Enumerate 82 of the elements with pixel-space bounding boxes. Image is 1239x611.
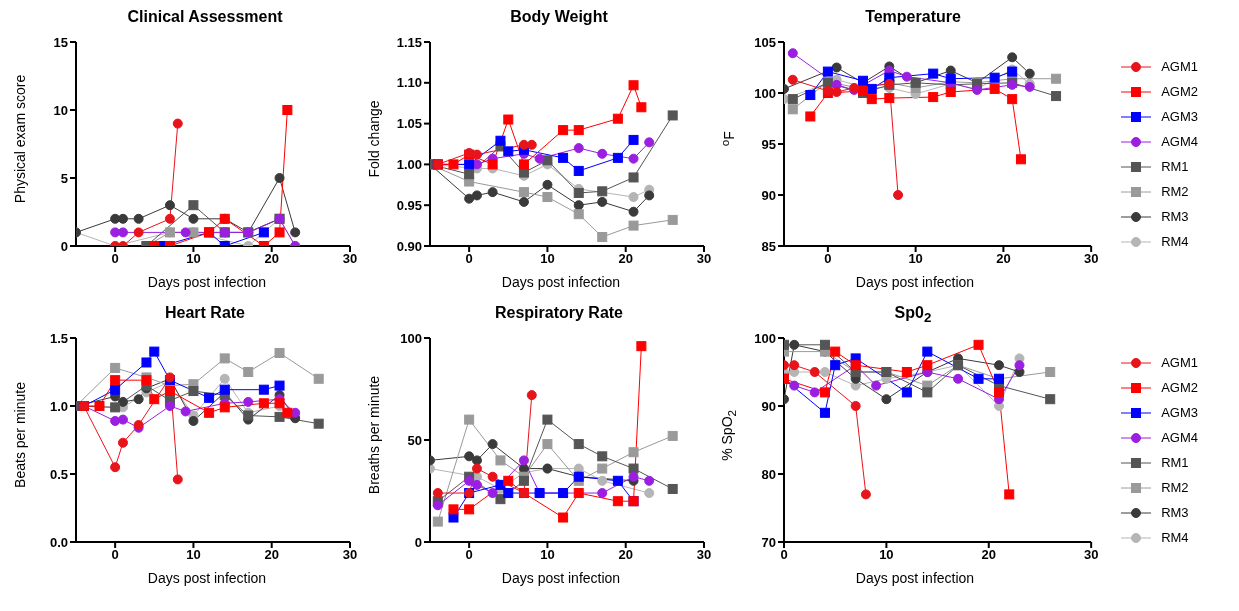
x-tick-label: 0 (465, 547, 473, 563)
x-axis-title: Days post infection (854, 274, 976, 290)
x-tick-label: 20 (264, 251, 279, 267)
y-tick-label: 85 (761, 238, 776, 254)
legend-label: RM1 (1161, 455, 1189, 470)
y-tick-label: 90 (761, 398, 776, 414)
chart-title: Temperature (864, 8, 962, 27)
y-tick-label: 1.0 (49, 398, 68, 414)
x-tick-label: 30 (696, 547, 712, 563)
x-tick-label: 20 (618, 547, 633, 563)
y-tick-label: 0.90 (396, 238, 422, 254)
y-tick-label: 1.05 (396, 116, 422, 132)
y-axis-title: Fold change (366, 100, 382, 178)
y-tick-label: 100 (754, 330, 776, 346)
legend-label: RM2 (1161, 184, 1189, 199)
y-tick-label: 90 (761, 187, 776, 203)
y-tick-label: 95 (761, 136, 776, 152)
x-axis-title: Days post infection (500, 274, 622, 290)
y-tick-label: 0 (60, 238, 68, 254)
chart-title: Body Weight (509, 8, 609, 27)
chart-title: Respiratory Rate (493, 304, 624, 323)
x-tick-label: 20 (981, 547, 997, 563)
x-tick-label: 10 (908, 251, 923, 267)
y-tick-label: 5 (60, 170, 68, 186)
x-tick-label: 0 (824, 251, 832, 267)
x-tick-label: 10 (186, 547, 201, 563)
x-tick-label: 30 (696, 251, 712, 267)
y-tick-label: 10 (53, 102, 68, 118)
y-tick-label: 0.95 (396, 197, 422, 213)
legend-label: AGM3 (1161, 109, 1198, 124)
legend-label: AGM2 (1161, 380, 1198, 395)
legend-label: AGM4 (1161, 430, 1198, 445)
x-axis-title: Days post infection (146, 570, 268, 586)
x-tick-label: 0 (780, 547, 788, 563)
x-tick-label: 30 (1083, 547, 1099, 563)
x-tick-label: 10 (186, 251, 201, 267)
legend-label: AGM3 (1161, 405, 1198, 420)
legend-label: RM1 (1161, 159, 1189, 174)
legend-label: AGM2 (1161, 84, 1198, 99)
x-tick-label: 0 (111, 251, 119, 267)
y-tick-label: 0 (414, 534, 422, 550)
x-tick-label: 30 (342, 251, 358, 267)
y-axis-title: Beats per minute (12, 382, 28, 488)
y-tick-label: 100 (400, 330, 422, 346)
y-tick-label: 15 (53, 34, 68, 50)
legend-label: RM4 (1161, 530, 1189, 545)
x-tick-label: 20 (618, 251, 633, 267)
y-tick-label: 0.0 (49, 534, 68, 550)
y-tick-label: 100 (754, 85, 776, 101)
legend-label: AGM1 (1161, 355, 1198, 370)
x-tick-label: 0 (111, 547, 119, 563)
y-tick-label: 0.5 (49, 466, 68, 482)
y-tick-label: 70 (761, 534, 776, 550)
chart-title: Sp0$_{2}$ (893, 304, 933, 328)
x-tick-label: 10 (540, 547, 555, 563)
chart-title: Heart Rate (164, 304, 246, 323)
x-tick-label: 10 (879, 547, 894, 563)
legend-label: RM3 (1161, 505, 1189, 520)
x-tick-label: 10 (540, 251, 555, 267)
x-axis-title: Days post infection (854, 570, 976, 586)
y-axis-title: Physical exam score (12, 74, 29, 204)
y-tick-label: 1.00 (396, 157, 422, 173)
y-tick-label: 1.10 (396, 75, 422, 91)
legend-label: RM4 (1161, 234, 1189, 249)
y-tick-label: 1.5 (49, 330, 68, 346)
chart-title: Clinical Assessment (126, 8, 284, 27)
x-tick-label: 30 (1083, 251, 1099, 267)
legend-label: RM2 (1161, 480, 1189, 495)
x-tick-label: 30 (342, 547, 358, 563)
legend-label: RM3 (1161, 209, 1189, 224)
x-tick-label: 0 (465, 251, 473, 267)
legend-label: AGM4 (1161, 134, 1198, 149)
x-axis-title: Days post infection (500, 570, 622, 586)
x-axis-title: Days post infection (146, 274, 268, 290)
legend-label: AGM1 (1161, 59, 1198, 74)
x-tick-label: 20 (264, 547, 279, 563)
y-tick-label: 105 (754, 34, 776, 50)
y-tick-label: 50 (407, 432, 422, 448)
y-tick-label: 80 (761, 466, 776, 482)
y-axis-title: Breaths per minute (366, 375, 383, 495)
x-tick-label: 20 (996, 251, 1011, 267)
y-tick-label: 1.15 (396, 34, 422, 50)
